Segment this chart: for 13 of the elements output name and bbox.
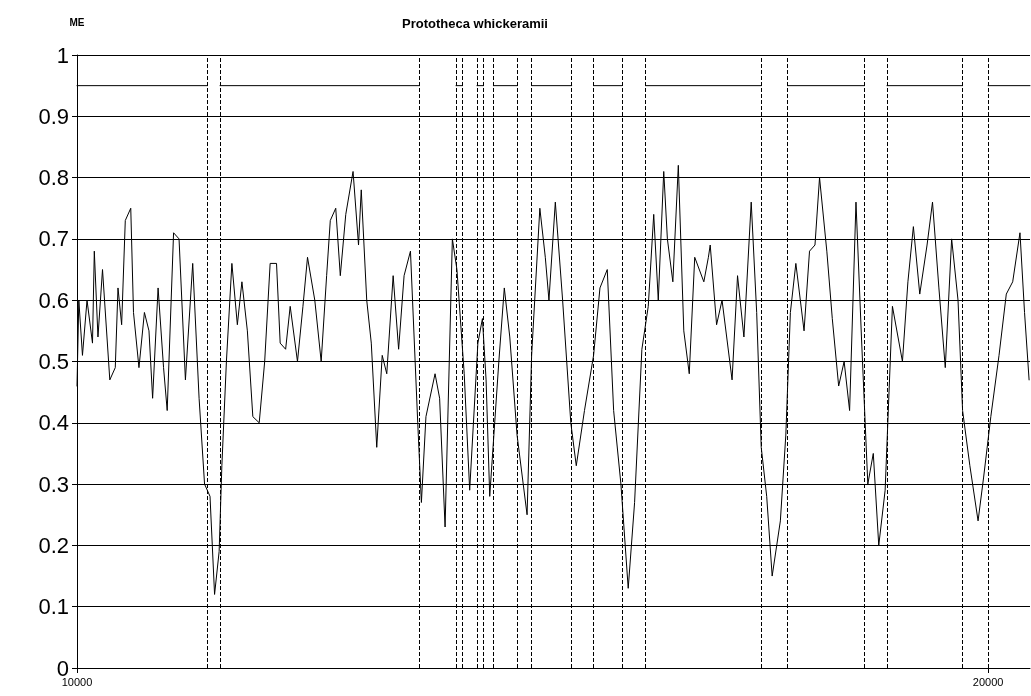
y-tick-label: 0.6 [38,287,69,313]
y-tick-label: 1 [56,42,69,68]
y-tick-label: 0.4 [38,410,69,436]
y-tick-label: 0.9 [38,103,69,129]
y-tick-label: 0.8 [38,165,69,191]
y-tick-label: 0.7 [38,226,69,252]
y-axis-title: ME [69,16,85,28]
x-tick-label: 20000 [972,675,1004,688]
y-tick-label: 0.3 [38,471,69,497]
chart-title: Prototheca whickeramii [402,16,548,31]
y-tick-label: 0.2 [38,532,69,558]
y-tick-label: 0.5 [38,349,69,374]
y-tick-label: 0.1 [38,594,69,620]
